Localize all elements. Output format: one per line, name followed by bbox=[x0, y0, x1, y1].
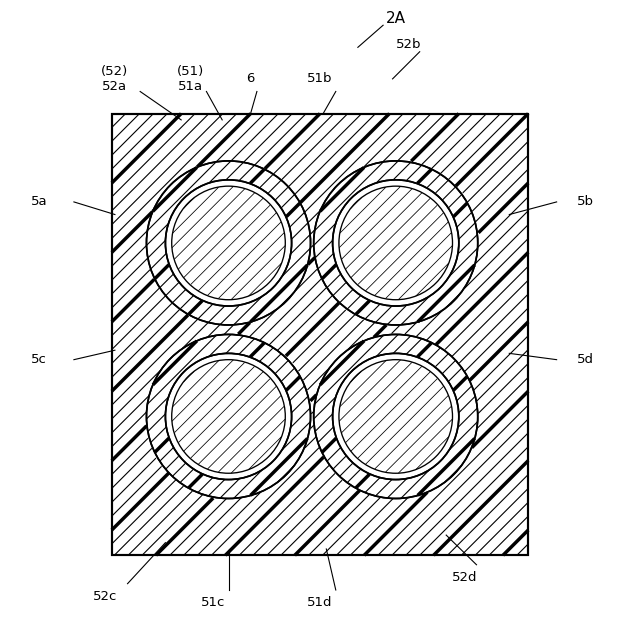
Text: 51c: 51c bbox=[200, 596, 225, 609]
Text: 52b: 52b bbox=[396, 38, 421, 50]
Text: (52)
52a: (52) 52a bbox=[101, 65, 129, 93]
Circle shape bbox=[314, 334, 477, 498]
Circle shape bbox=[147, 161, 310, 325]
Circle shape bbox=[314, 161, 477, 325]
Circle shape bbox=[147, 334, 310, 498]
Bar bbox=[112, 114, 528, 555]
Text: (51)
51a: (51) 51a bbox=[177, 65, 204, 93]
Text: 5d: 5d bbox=[577, 353, 593, 366]
Text: 2A: 2A bbox=[386, 11, 406, 27]
Circle shape bbox=[333, 353, 459, 480]
Text: 6: 6 bbox=[246, 73, 255, 85]
Text: 51b: 51b bbox=[307, 73, 333, 85]
Text: 52c: 52c bbox=[93, 590, 118, 603]
Text: 5c: 5c bbox=[31, 353, 47, 366]
Text: 5b: 5b bbox=[577, 196, 593, 208]
Text: 5a: 5a bbox=[31, 196, 47, 208]
Bar bbox=[112, 114, 528, 555]
Text: 52d: 52d bbox=[452, 571, 478, 584]
Text: 51d: 51d bbox=[307, 596, 333, 609]
Circle shape bbox=[165, 180, 292, 306]
Circle shape bbox=[165, 353, 292, 480]
Circle shape bbox=[333, 180, 459, 306]
